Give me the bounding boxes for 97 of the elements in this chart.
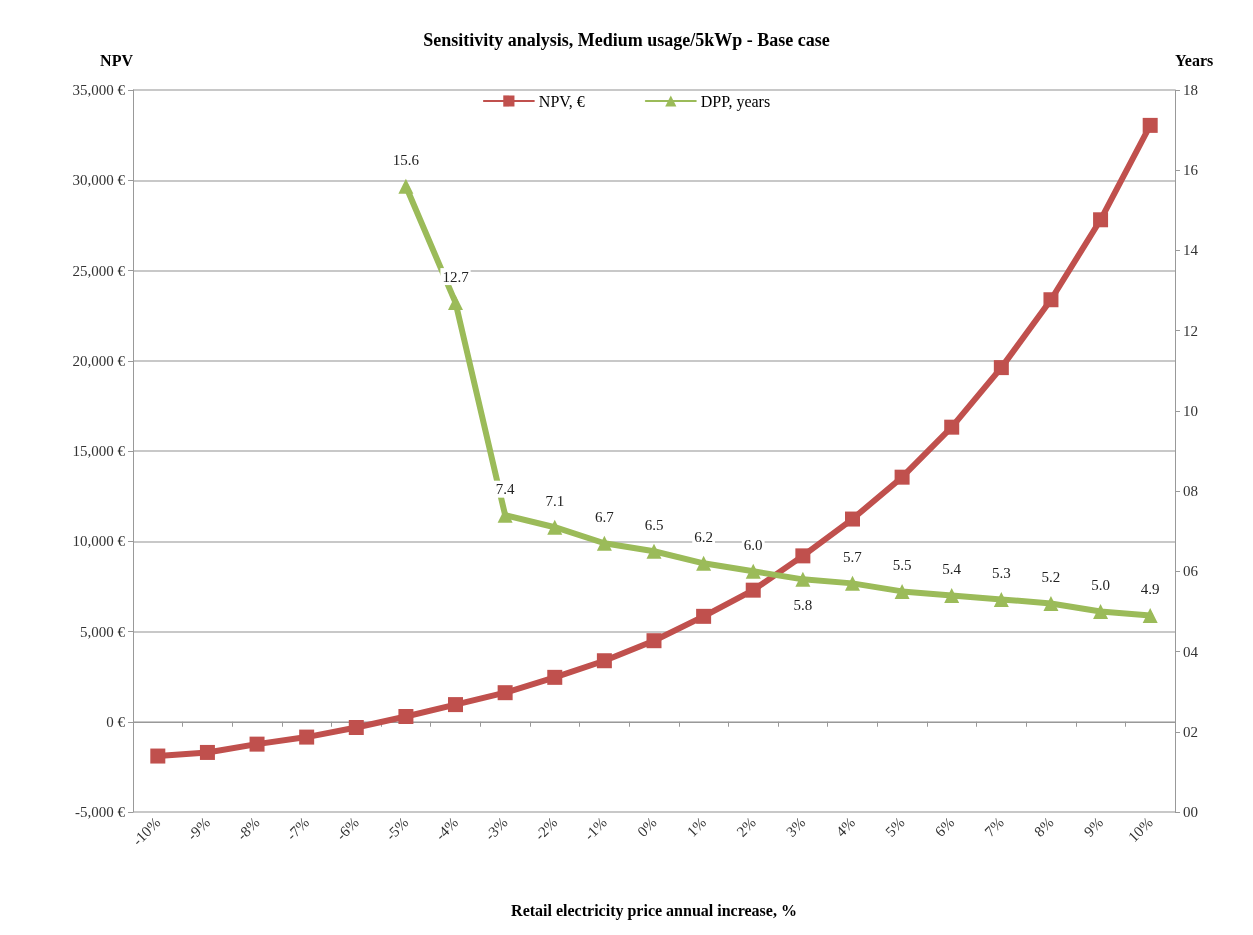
point	[398, 709, 414, 725]
point	[993, 591, 1009, 607]
point	[348, 720, 364, 736]
x-tick-label: 0%	[634, 814, 660, 840]
y2-tick-label: 04	[1183, 643, 1199, 660]
chart-title: Sensitivity analysis, Medium usage/5kWp - Base case	[423, 30, 830, 50]
point	[497, 685, 513, 701]
point	[745, 563, 761, 579]
x-tick-label: 6%	[931, 814, 958, 840]
point	[1043, 595, 1059, 611]
point	[894, 583, 910, 599]
point	[199, 744, 215, 760]
data-label: 5.2	[1041, 569, 1061, 586]
point	[646, 543, 662, 559]
point	[646, 633, 662, 649]
point	[795, 571, 811, 587]
x-tick-label: -8%	[233, 814, 263, 844]
y-tick-label: 20,000 €	[72, 352, 126, 369]
y-tick-label: 30,000 €	[72, 172, 126, 189]
x-tick-label: 10%	[1125, 814, 1156, 846]
x-tick-label: -1%	[581, 814, 611, 844]
y-tick-label: 15,000 €	[72, 443, 126, 459]
x-tick-label: 5%	[882, 814, 908, 840]
point	[448, 697, 464, 713]
data-label: 7.4	[495, 481, 516, 498]
x-tick-label: -6%	[332, 814, 362, 844]
data-label: 6.7	[595, 509, 615, 526]
x-tick-label: -2%	[531, 814, 561, 844]
y-tick-label: 0 €	[106, 713, 126, 730]
point	[844, 511, 860, 527]
x-tick-label: -7%	[283, 814, 313, 844]
point	[696, 608, 712, 624]
y2-tick-label: 10	[1183, 402, 1198, 419]
y-tick-label: 10,000 €	[72, 533, 126, 550]
x-tick-label: -5%	[382, 814, 412, 844]
x-tick-label: 7%	[981, 814, 1007, 840]
x-tick-label: -4%	[432, 814, 462, 844]
point	[894, 469, 910, 485]
y2-tick-label: 02	[1183, 723, 1198, 740]
point	[1142, 117, 1158, 133]
point	[596, 535, 612, 551]
point	[844, 575, 860, 591]
y-axis-title: NPV	[100, 51, 134, 69]
y-tick-label: 25,000 €	[72, 262, 126, 279]
legend-label: DPP, years	[700, 92, 771, 111]
point	[944, 587, 960, 603]
point	[448, 295, 464, 311]
data-label: 12.7	[442, 268, 470, 285]
point	[795, 548, 811, 564]
point	[1043, 292, 1059, 308]
x-tick-label: 4%	[832, 814, 859, 840]
y-tick-label: -5,000 €	[75, 804, 126, 820]
point	[596, 653, 612, 669]
x-tick-label: 9%	[1080, 814, 1107, 840]
data-label: 5.4	[942, 561, 962, 578]
data-label: 6.0	[743, 537, 763, 554]
point	[944, 419, 960, 435]
x-tick-label: -3%	[481, 814, 511, 844]
y2-tick-label: 00	[1183, 804, 1198, 820]
x-tick-label: -9%	[184, 814, 214, 844]
y2-axis-title: Years	[1175, 51, 1214, 69]
point	[696, 555, 712, 571]
y-tick-label: 5,000 €	[80, 623, 126, 640]
x-axis-title: Retail electricity price annual increase, %	[511, 901, 797, 920]
x-tick-label: 2%	[733, 814, 759, 840]
point	[299, 729, 315, 745]
point	[1142, 607, 1158, 623]
data-label: 5.3	[991, 565, 1011, 582]
y2-tick-label: 16	[1183, 162, 1199, 179]
y2-tick-label: 12	[1183, 322, 1198, 339]
y2-tick-label: 08	[1183, 483, 1198, 500]
data-label: 15.6	[392, 152, 420, 169]
data-label: 4.9	[1140, 581, 1160, 598]
data-label: 7.1	[545, 493, 565, 510]
data-label: 5.7	[843, 549, 863, 566]
data-label: 6.5	[644, 517, 664, 534]
point	[1093, 603, 1109, 619]
point	[993, 360, 1009, 376]
data-label: 5.8	[793, 597, 813, 614]
x-tick-label: 1%	[683, 814, 710, 840]
y2-tick-label: 18	[1183, 82, 1198, 98]
point	[745, 582, 761, 598]
data-label: 5.0	[1091, 577, 1110, 594]
x-tick-label: 8%	[1031, 814, 1057, 840]
x-tick-label: 3%	[783, 814, 809, 840]
point	[547, 519, 563, 535]
y2-tick-label: 14	[1183, 242, 1199, 259]
point	[398, 178, 414, 194]
data-label: 5.5	[892, 557, 912, 574]
point	[150, 748, 166, 764]
legend-label: NPV, €	[538, 92, 585, 110]
y-tick-label: 35,000 €	[72, 82, 126, 98]
point	[1093, 212, 1109, 228]
y2-tick-label: 06	[1183, 563, 1199, 580]
point	[547, 669, 563, 685]
point	[249, 736, 265, 752]
data-label: 6.2	[694, 529, 713, 546]
